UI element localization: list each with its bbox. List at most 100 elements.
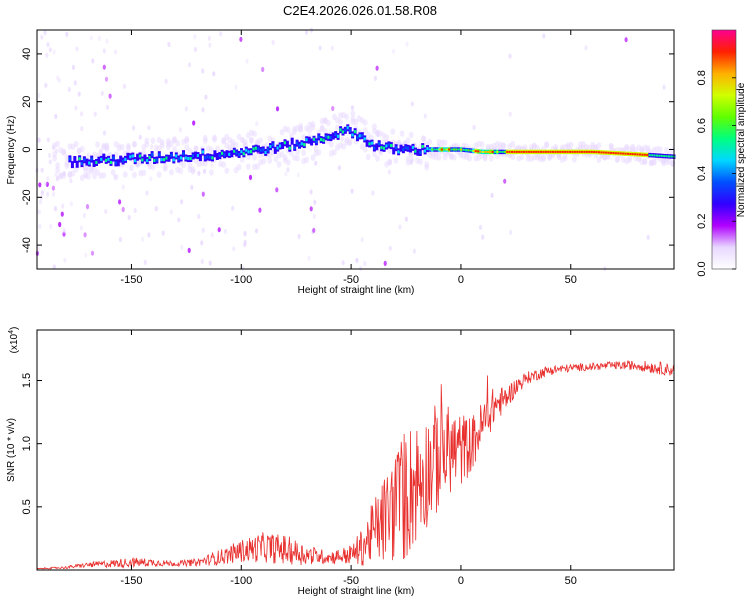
spectrogram-cell (102, 48, 106, 54)
spectrogram-cell (247, 150, 250, 154)
spectrogram-cell (148, 155, 151, 159)
spectrogram-cell (363, 137, 366, 141)
spectrogram-cell (153, 158, 156, 162)
spectrogram-cell (472, 149, 475, 152)
spectrogram-cell (568, 150, 572, 153)
spectrogram-cell (44, 180, 48, 186)
spectrogram-cell (97, 158, 101, 162)
spectrogram-cell (362, 146, 368, 153)
spectrogram-cell (86, 173, 91, 180)
spectrogram-cell (70, 170, 76, 177)
spectrogram-cell (358, 134, 362, 138)
spectrogram-cell (107, 157, 110, 161)
spectrogram-cell (223, 228, 227, 234)
spectrogram-cell (303, 143, 306, 147)
spectrogram-cell (210, 162, 214, 168)
spectrogram-cell (46, 42, 50, 48)
spectrogram-cell (73, 140, 79, 148)
spectrogram-cell (124, 157, 127, 161)
spectrogram-cell (243, 239, 247, 246)
spectrogram-cell (416, 150, 420, 154)
spectrogram-cell (197, 213, 201, 219)
spectrogram-cell (373, 75, 377, 81)
spectrogram-cell (304, 156, 310, 164)
spectrogram-cell (498, 150, 502, 153)
spectrogram-cell (45, 52, 49, 58)
spectrogram-cell (602, 151, 606, 154)
spectrogram-cell (261, 66, 265, 73)
spectrogram-cell (104, 208, 108, 215)
spectrogram-cell (384, 134, 390, 141)
spectrogram-cell (165, 156, 168, 160)
colorbar-tick-label: 0.8 (696, 70, 708, 85)
spectrogram-cell (143, 259, 147, 265)
spectrogram-cell (360, 237, 364, 243)
spectrogram-cell (192, 154, 195, 158)
spectrogram-cell (172, 146, 177, 153)
spectrogram-cell (288, 146, 291, 150)
spectrogram-cell (225, 152, 229, 156)
spectrogram-cell (83, 232, 87, 238)
spectrogram-cell (73, 157, 76, 161)
spectrogram-cell (167, 156, 171, 160)
spectrogram-cell (187, 162, 193, 169)
spectrogram-cell (554, 150, 557, 153)
spectrogram-cell (254, 146, 258, 150)
spectrogram-cell (252, 154, 257, 161)
spectrogram-cell (332, 134, 335, 138)
spectrogram-cell (122, 171, 128, 178)
spectrogram-cell (539, 150, 543, 153)
spectrogram-cell (231, 205, 235, 211)
spectrogram-cell (236, 164, 242, 171)
spectrogram-cell (431, 148, 434, 151)
x-tick-label: 50 (565, 274, 577, 286)
spectrogram-cell (426, 147, 429, 151)
spectrogram-cell (523, 150, 526, 153)
spectrogram-cell (54, 113, 58, 120)
spectrogram-cell (184, 156, 188, 160)
spectrogram-cell (178, 167, 184, 175)
spectrogram-cell (100, 90, 104, 96)
x-tick-label: 0 (458, 575, 464, 587)
spectrogram-cell (127, 214, 131, 221)
spectrogram-cell (583, 150, 586, 153)
spectrogram-cell (335, 124, 340, 131)
spectrogram-cell (411, 145, 415, 149)
spectrogram-cell (312, 137, 316, 141)
spectrogram-x-ticks: -150 -100 -50 0 50 (120, 30, 577, 286)
spectrogram-cell (154, 206, 158, 212)
spectrogram-cell (187, 157, 190, 161)
spectrogram-cell (134, 159, 137, 163)
spectrogram-cell (147, 125, 151, 131)
spectrogram-cell (350, 188, 354, 194)
spectrogram-cell (208, 155, 212, 159)
spectrogram-cell (537, 150, 540, 153)
spectrogram-cell (361, 134, 364, 138)
spectrogram-cell (448, 148, 451, 151)
spectrogram-cell (212, 71, 216, 77)
spectrogram-cell (54, 172, 58, 178)
spectrogram-cell (350, 110, 356, 117)
spectrogram-cell (596, 142, 602, 149)
spectrogram-cell (199, 156, 202, 160)
spectrogram-cell (519, 153, 525, 161)
spectrogram-cell (301, 149, 307, 156)
spectrogram-cell (201, 227, 205, 233)
spectrogram-cell (378, 142, 381, 146)
spectrogram-cell (212, 136, 217, 143)
spectrogram-cell (568, 141, 574, 149)
spectrogram-cell (90, 250, 95, 256)
spectrogram-cell (595, 151, 598, 154)
spectrogram-cell (631, 153, 635, 156)
spectrogram-cell (156, 171, 162, 178)
snr-multiplier-suffix: ) (9, 327, 20, 330)
snr-multiplier-prefix: (x10 (9, 333, 20, 353)
spectrogram-cell (243, 231, 247, 237)
spectrogram-cell (442, 154, 448, 161)
spectrogram-cell (126, 154, 130, 158)
spectrogram-cell (276, 161, 282, 168)
spectrogram-cell (80, 162, 84, 166)
spectrogram-cell (245, 58, 249, 64)
spectrogram-cell (336, 134, 340, 138)
spectrogram-cell (121, 159, 125, 163)
